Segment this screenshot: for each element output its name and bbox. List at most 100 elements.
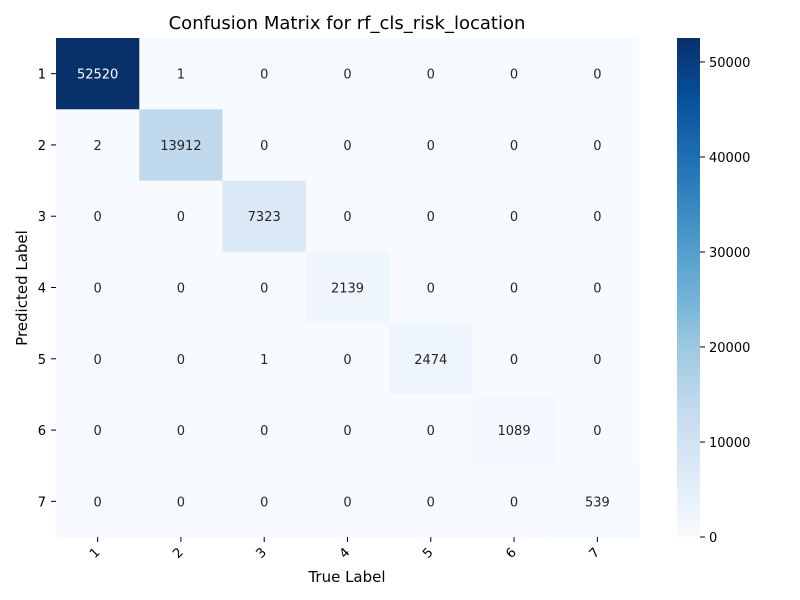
cell-value-4-3: 0	[260, 282, 268, 297]
cell-value-5-2: 0	[177, 353, 185, 368]
cell-value-3-6: 0	[510, 210, 518, 225]
heatmap-cell-7-4	[305, 465, 390, 538]
cell-value-3-3: 7323	[248, 210, 281, 225]
heatmap-cell-7-5	[389, 465, 474, 538]
cell-value-5-1: 0	[94, 353, 102, 368]
heatmap-cell-6-7	[555, 394, 640, 467]
cell-value-2-5: 0	[427, 139, 435, 154]
heatmap-cell-6-3	[222, 394, 307, 467]
cell-value-5-3: 1	[260, 353, 268, 368]
cell-value-7-5: 0	[427, 495, 435, 510]
y-tick-label-4: 4	[38, 282, 46, 297]
heatmap-cell-5-7	[555, 323, 640, 396]
cell-value-7-2: 0	[177, 495, 185, 510]
cell-value-1-6: 0	[510, 68, 518, 83]
heatmap-cell-2-5	[389, 109, 474, 182]
x-tick-label-4: 4	[337, 545, 353, 561]
colorbar-ticks: 0 10000 20000 30000 40000 50000	[700, 56, 750, 546]
heatmap-cells	[56, 38, 640, 538]
colorbar-tick-label-30000: 30000	[709, 246, 750, 261]
cell-value-3-5: 0	[427, 210, 435, 225]
cell-value-3-1: 0	[94, 210, 102, 225]
heatmap-cell-5-6	[472, 323, 557, 396]
heatmap-cell-3-3	[222, 180, 307, 253]
x-axis-label: True Label	[307, 568, 385, 586]
cell-value-7-4: 0	[343, 495, 351, 510]
heatmap-cell-7-2	[139, 465, 224, 538]
cell-value-4-4: 2139	[331, 282, 364, 297]
heatmap-cell-4-4	[305, 251, 390, 324]
heatmap-cell-1-2	[139, 38, 224, 110]
cell-value-5-4: 0	[343, 353, 351, 368]
heatmap-cell-5-5	[389, 323, 474, 396]
cell-value-6-4: 0	[343, 424, 351, 439]
cell-value-2-7: 0	[593, 139, 601, 154]
cell-value-1-5: 0	[427, 68, 435, 83]
cell-value-3-7: 0	[593, 210, 601, 225]
cell-value-4-7: 0	[593, 282, 601, 297]
heatmap-cell-2-2	[139, 109, 224, 182]
cell-value-2-6: 0	[510, 139, 518, 154]
cell-value-7-6: 0	[510, 495, 518, 510]
heatmap-cell-2-1	[56, 109, 140, 182]
heatmap-cell-1-7	[555, 38, 640, 110]
x-axis-ticks: 1 2 3 4 5 6 7	[87, 537, 603, 562]
cell-value-5-7: 0	[593, 353, 601, 368]
heatmap-cell-3-5	[389, 180, 474, 253]
heatmap-cell-4-6	[472, 251, 557, 324]
cell-value-7-3: 0	[260, 495, 268, 510]
y-axis-label: Predicted Label	[13, 230, 31, 346]
heatmap-cell-5-2	[139, 323, 224, 396]
colorbar-tick-label-0: 0	[709, 531, 717, 546]
heatmap-cell-3-2	[139, 180, 224, 253]
y-tick-label-6: 6	[38, 424, 46, 439]
heatmap-cell-7-3	[222, 465, 307, 538]
cell-value-7-7: 539	[585, 495, 610, 510]
colorbar-tick-label-40000: 40000	[709, 151, 750, 166]
y-tick-label-1: 1	[38, 68, 46, 83]
heatmap-cell-7-1	[56, 465, 140, 538]
cell-value-7-1: 0	[94, 495, 102, 510]
heatmap-cell-1-4	[305, 38, 390, 110]
cell-value-6-7: 0	[593, 424, 601, 439]
cell-value-2-2: 13912	[160, 139, 201, 154]
colorbar-tick-label-10000: 10000	[709, 436, 750, 451]
cell-value-4-6: 0	[510, 282, 518, 297]
x-tick-label-1: 1	[87, 545, 103, 561]
heatmap-cell-6-2	[139, 394, 224, 467]
heatmap-cell-3-1	[56, 180, 140, 253]
cell-value-1-4: 0	[343, 68, 351, 83]
cell-value-3-2: 0	[177, 210, 185, 225]
x-tick-label-7: 7	[587, 545, 603, 561]
cell-value-5-6: 0	[510, 353, 518, 368]
heatmap-cell-6-5	[389, 394, 474, 467]
y-tick-label-2: 2	[38, 139, 46, 154]
cell-value-1-2: 1	[177, 68, 185, 83]
cell-value-1-1: 52520	[77, 68, 118, 83]
cell-value-2-3: 0	[260, 139, 268, 154]
heatmap-cell-1-1	[56, 38, 140, 110]
heatmap-cell-1-6	[472, 38, 557, 110]
heatmap-cell-1-5	[389, 38, 474, 110]
heatmap-cell-4-2	[139, 251, 224, 324]
heatmap-cell-7-6	[472, 465, 557, 538]
cell-value-2-4: 0	[343, 139, 351, 154]
cell-value-1-7: 0	[593, 68, 601, 83]
x-tick-label-5: 5	[420, 545, 436, 561]
cell-value-6-3: 0	[260, 424, 268, 439]
heatmap-cell-4-1	[56, 251, 140, 324]
heatmap-cell-3-4	[305, 180, 390, 253]
heatmap-cell-4-5	[389, 251, 474, 324]
heatmap-cell-2-6	[472, 109, 557, 182]
cell-value-1-3: 0	[260, 68, 268, 83]
cell-value-4-2: 0	[177, 282, 185, 297]
heatmap-cell-labels: 52520 1 0 0 0 0 0 2 13912 0 0 0 0 0 0 0 7323 0 0 0 0 0 0 0 2139 0…	[77, 68, 610, 511]
heatmap-cell-5-4	[305, 323, 390, 396]
y-axis-ticks: 1 2 3 4 5 6 7	[38, 68, 56, 510]
cell-value-4-5: 0	[427, 282, 435, 297]
y-tick-label-7: 7	[38, 495, 46, 510]
cell-value-3-4: 0	[343, 210, 351, 225]
x-tick-label-2: 2	[170, 545, 186, 561]
heatmap-cell-3-7	[555, 180, 640, 253]
x-tick-label-3: 3	[254, 545, 270, 561]
